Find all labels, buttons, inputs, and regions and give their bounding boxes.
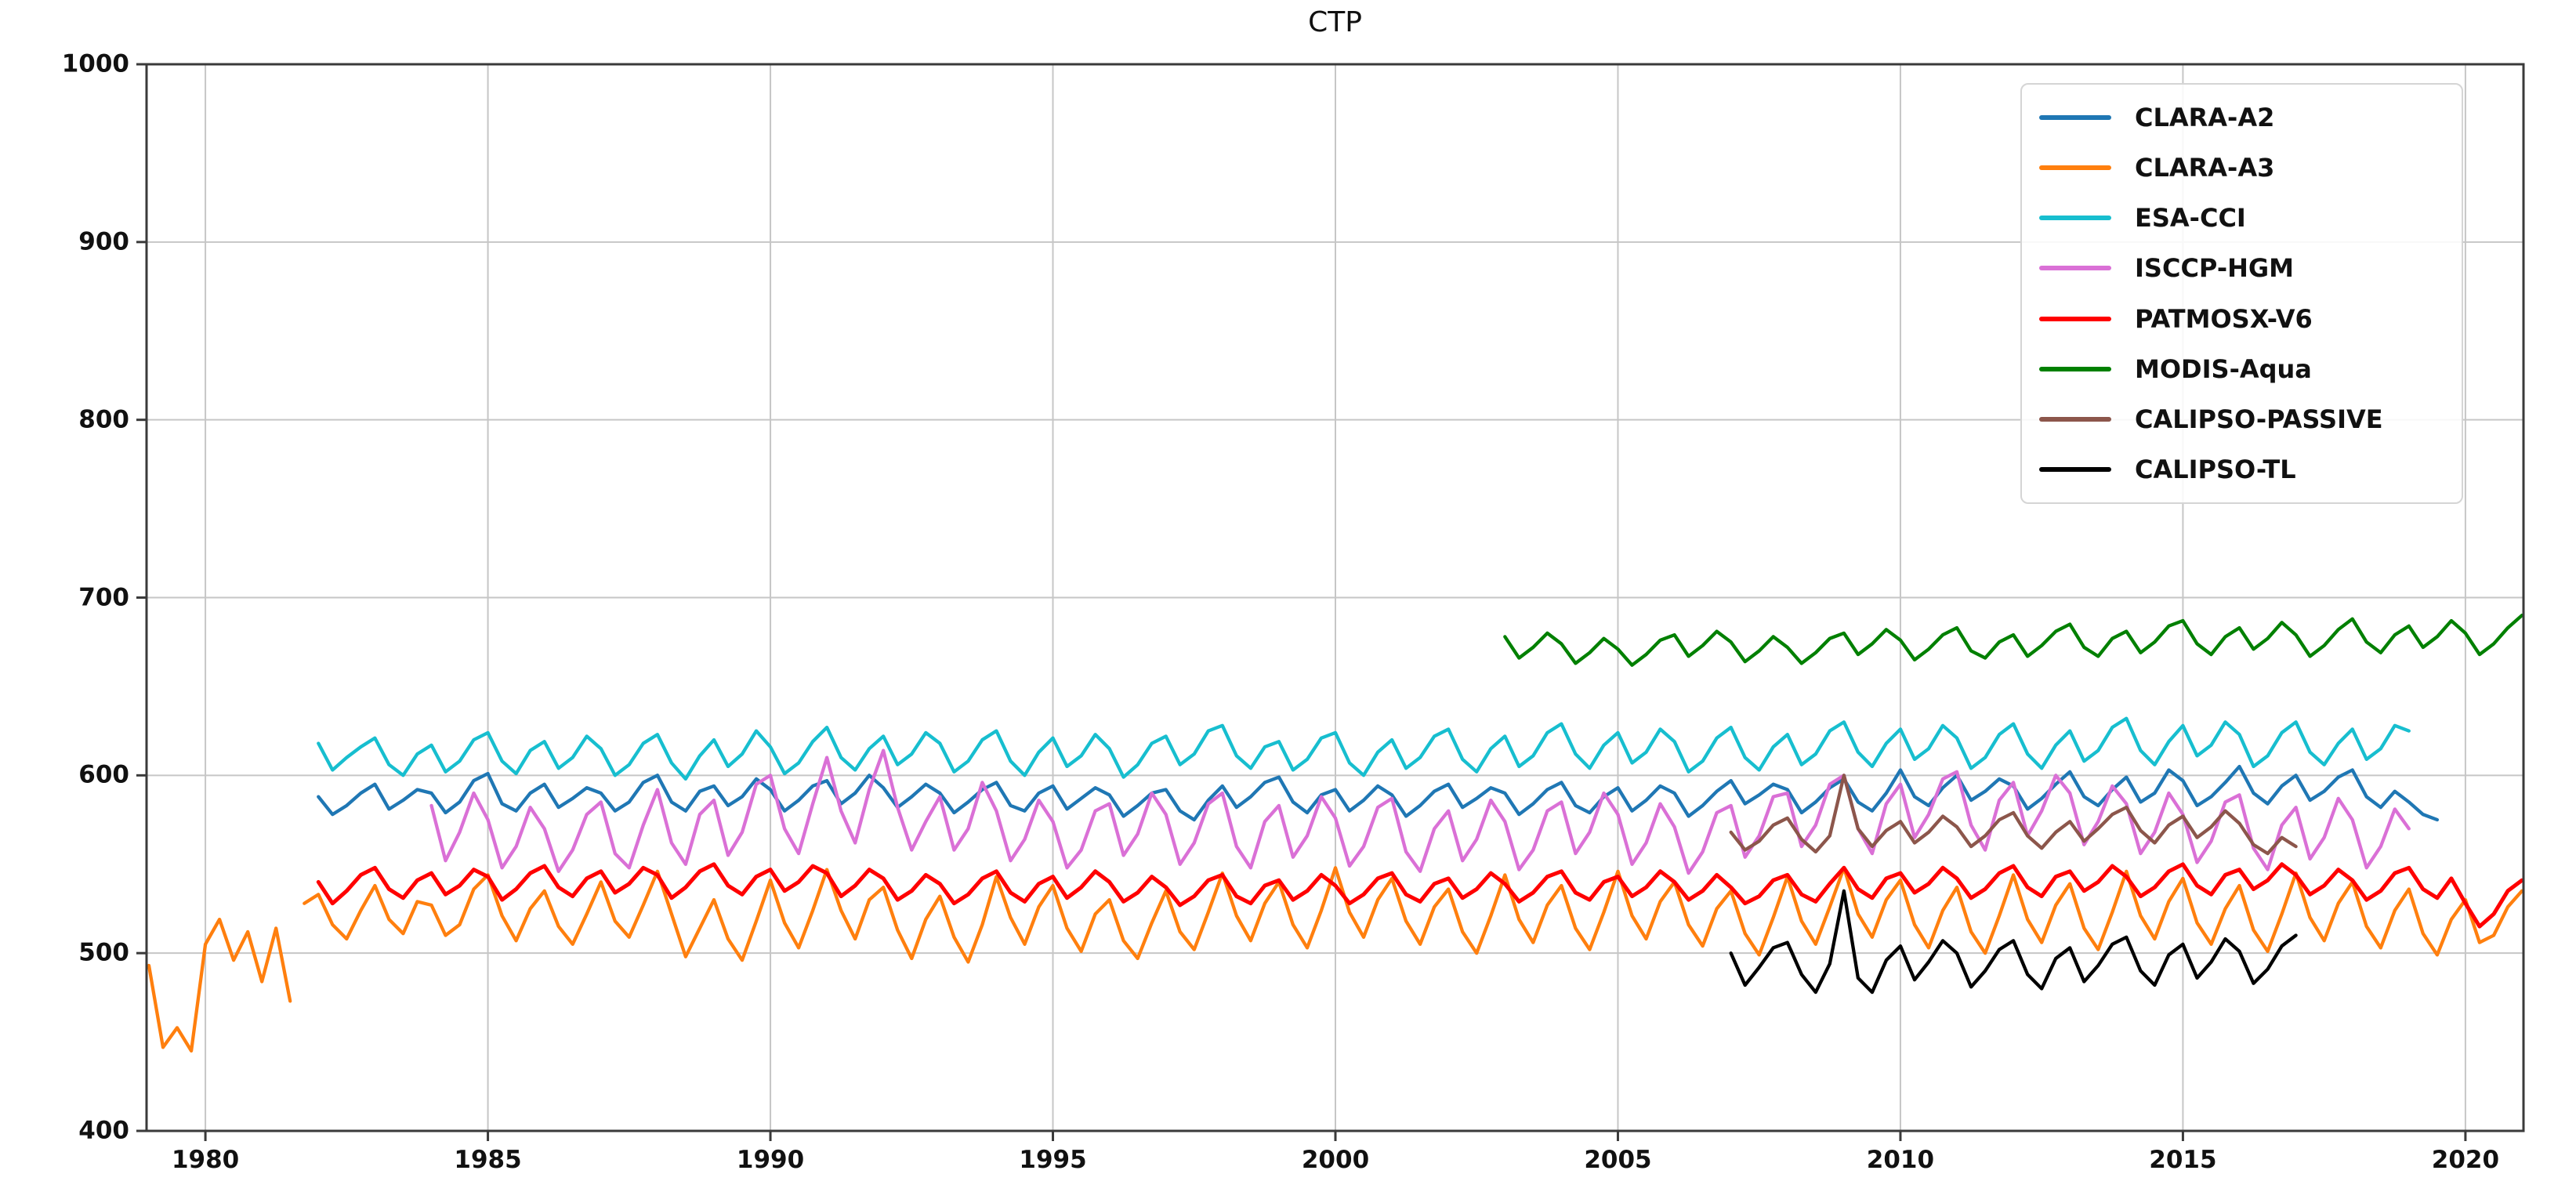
legend-item-clara-a2: CLARA-A2 <box>2039 92 2444 143</box>
series-line-clara-a3 <box>147 917 292 1053</box>
legend-line-swatch-icon <box>2039 466 2111 472</box>
legend-line-swatch-icon <box>2039 165 2111 171</box>
series-line-clara-a3 <box>303 866 2524 964</box>
legend-item-patmosx-v6: PATMOSX-V6 <box>2039 294 2444 344</box>
series-line-calipso-tl <box>1729 889 2298 995</box>
x-tick-label-2000: 2000 <box>1301 1146 1370 1174</box>
x-tick-label-1985: 1985 <box>454 1146 522 1174</box>
series-line-clara-a2 <box>317 764 2440 822</box>
x-tick-label-2020: 2020 <box>2431 1146 2500 1174</box>
x-tick-label-1995: 1995 <box>1019 1146 1087 1174</box>
series-line-calipso-passive <box>1729 774 2298 856</box>
series-line-esa-cci <box>317 716 2411 781</box>
x-tick-label-1990: 1990 <box>736 1146 805 1174</box>
legend: CLARA-A2 CLARA-A3 ESA-CCI ISCCP-HGM PATMOSX-… <box>2020 83 2463 504</box>
y-tick-label-500: 500 <box>78 938 129 967</box>
chart-title: CTP <box>1308 6 1362 38</box>
y-tick-label-900: 900 <box>78 227 129 256</box>
legend-line-swatch-icon <box>2039 366 2111 371</box>
x-tick-label-2005: 2005 <box>1584 1146 1652 1174</box>
legend-line-swatch-icon <box>2039 115 2111 121</box>
y-tick-label-800: 800 <box>78 405 129 434</box>
legend-item-isccp-hgm: ISCCP-HGM <box>2039 243 2444 293</box>
legend-line-swatch-icon <box>2039 266 2111 271</box>
legend-label: CALIPSO-TL <box>2135 454 2296 484</box>
y-tick-label-400: 400 <box>78 1116 129 1145</box>
series-line-patmosx-v6 <box>316 862 2524 929</box>
x-tick-label-2010: 2010 <box>1866 1146 1935 1174</box>
axis-spines <box>136 63 2525 1141</box>
legend-label: MODIS-Aqua <box>2135 353 2312 384</box>
legend-label: CLARA-A2 <box>2135 103 2275 133</box>
legend-item-calipso-passive: CALIPSO-PASSIVE <box>2039 394 2444 444</box>
legend-item-esa-cci: ESA-CCI <box>2039 193 2444 243</box>
legend-line-swatch-icon <box>2039 216 2111 221</box>
y-tick-label-700: 700 <box>78 583 129 611</box>
legend-label: PATMOSX-V6 <box>2135 303 2313 334</box>
legend-line-swatch-icon <box>2039 416 2111 422</box>
legend-item-clara-a3: CLARA-A3 <box>2039 143 2444 193</box>
x-tick-label-1980: 1980 <box>171 1146 240 1174</box>
legend-label: ESA-CCI <box>2135 203 2246 234</box>
y-tick-label-1000: 1000 <box>61 49 129 78</box>
series-line-modis-aqua <box>1503 614 2524 667</box>
y-tick-label-600: 600 <box>78 760 129 789</box>
legend-label: ISCCP-HGM <box>2135 253 2294 284</box>
series-line-isccp-hgm <box>429 748 2411 875</box>
legend-item-calipso-tl: CALIPSO-TL <box>2039 444 2444 495</box>
legend-line-swatch-icon <box>2039 316 2111 321</box>
legend-label: CALIPSO-PASSIVE <box>2135 404 2383 434</box>
legend-label: CLARA-A3 <box>2135 153 2275 183</box>
x-tick-label-2015: 2015 <box>2149 1146 2217 1174</box>
legend-item-modis-aqua: MODIS-Aqua <box>2039 344 2444 394</box>
